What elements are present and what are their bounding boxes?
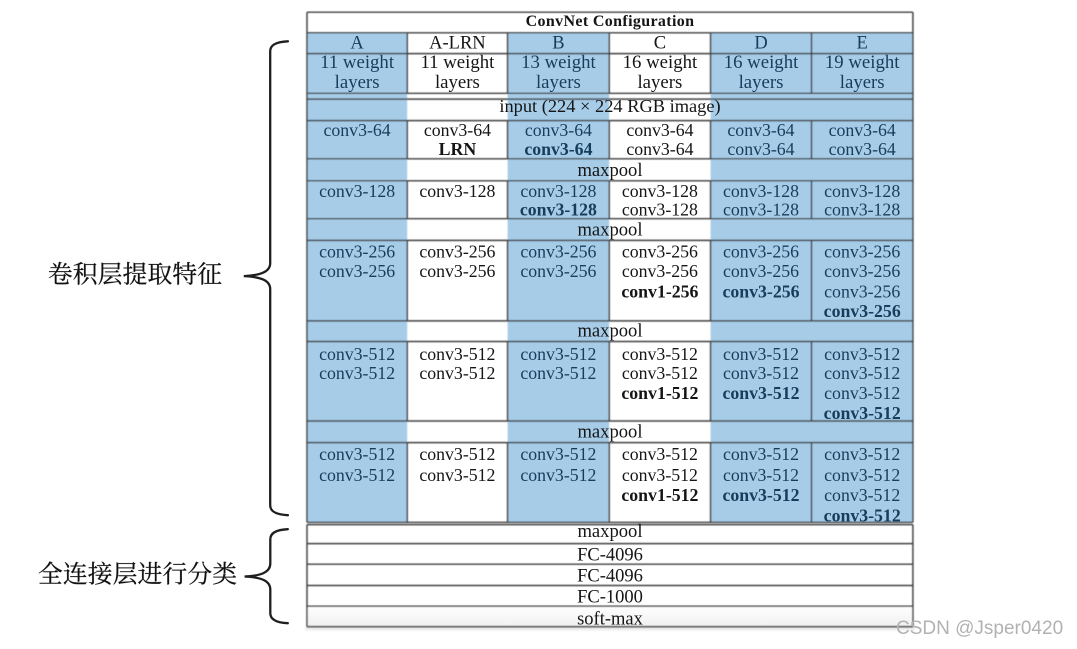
svg-text:maxpool: maxpool (577, 521, 642, 542)
svg-text:conv3-64: conv3-64 (324, 120, 391, 140)
svg-text:conv3-512: conv3-512 (520, 344, 596, 364)
svg-text:conv3-512: conv3-512 (824, 363, 900, 383)
svg-text:conv3-512: conv3-512 (622, 344, 698, 364)
svg-text:conv3-512: conv3-512 (824, 506, 901, 526)
svg-text:conv3-128: conv3-128 (622, 199, 698, 219)
svg-text:conv1-512: conv1-512 (621, 383, 698, 403)
svg-text:conv3-512: conv3-512 (319, 444, 395, 464)
svg-text:maxpool: maxpool (577, 160, 642, 181)
svg-text:conv3-64: conv3-64 (524, 139, 592, 159)
svg-text:conv3-256: conv3-256 (824, 242, 900, 262)
svg-text:maxpool: maxpool (577, 421, 642, 442)
svg-text:maxpool: maxpool (577, 220, 642, 241)
svg-text:16 weight: 16 weight (724, 52, 799, 73)
svg-text:conv3-256: conv3-256 (824, 282, 900, 302)
svg-text:conv3-256: conv3-256 (722, 282, 799, 302)
svg-text:conv3-512: conv3-512 (723, 444, 799, 464)
svg-text:conv3-512: conv3-512 (520, 444, 596, 464)
svg-text:conv3-512: conv3-512 (722, 383, 799, 403)
svg-text:LRN: LRN (439, 139, 477, 159)
svg-text:E: E (857, 34, 868, 54)
svg-text:conv3-64: conv3-64 (829, 139, 896, 159)
svg-text:conv3-128: conv3-128 (622, 181, 698, 201)
svg-text:conv3-256: conv3-256 (319, 242, 395, 262)
svg-text:conv3-64: conv3-64 (424, 120, 491, 140)
svg-text:A-LRN: A-LRN (429, 34, 486, 54)
svg-text:layers: layers (840, 72, 885, 93)
svg-text:conv3-512: conv3-512 (520, 363, 596, 383)
svg-text:conv3-512: conv3-512 (419, 465, 495, 485)
svg-text:conv3-64: conv3-64 (626, 120, 693, 140)
svg-text:conv3-256: conv3-256 (723, 261, 799, 281)
svg-text:conv3-64: conv3-64 (829, 120, 896, 140)
svg-text:conv3-128: conv3-128 (520, 181, 596, 201)
svg-text:conv3-256: conv3-256 (622, 261, 698, 281)
svg-text:layers: layers (739, 72, 784, 93)
svg-text:conv3-512: conv3-512 (520, 465, 596, 485)
svg-text:layers: layers (435, 72, 480, 93)
svg-text:conv3-512: conv3-512 (622, 444, 698, 464)
svg-text:B: B (552, 34, 564, 54)
svg-text:conv3-512: conv3-512 (419, 344, 495, 364)
svg-text:conv3-128: conv3-128 (520, 199, 597, 219)
svg-text:conv3-512: conv3-512 (824, 403, 901, 423)
svg-text:conv3-256: conv3-256 (520, 242, 596, 262)
svg-text:layers: layers (637, 72, 682, 93)
svg-text:conv3-64: conv3-64 (727, 120, 794, 140)
svg-text:conv3-256: conv3-256 (419, 261, 495, 281)
svg-text:soft-max: soft-max (577, 609, 644, 629)
svg-text:conv3-64: conv3-64 (727, 139, 794, 159)
svg-text:CSDN @Jsper0420: CSDN @Jsper0420 (896, 618, 1063, 639)
svg-text:conv3-128: conv3-128 (723, 181, 799, 201)
svg-text:conv3-64: conv3-64 (525, 120, 592, 140)
svg-text:D: D (754, 34, 767, 54)
svg-text:conv3-512: conv3-512 (824, 383, 900, 403)
svg-text:conv3-128: conv3-128 (824, 199, 900, 219)
svg-text:conv3-512: conv3-512 (824, 485, 900, 505)
svg-text:conv3-128: conv3-128 (319, 181, 395, 201)
svg-text:conv3-512: conv3-512 (622, 363, 698, 383)
svg-text:input (224 × 224 RGB image): input (224 × 224 RGB image) (499, 96, 720, 117)
svg-text:conv3-512: conv3-512 (824, 344, 900, 364)
svg-text:conv3-512: conv3-512 (319, 363, 395, 383)
svg-text:conv3-128: conv3-128 (824, 181, 900, 201)
svg-text:conv3-512: conv3-512 (824, 465, 900, 485)
svg-text:FC-4096: FC-4096 (577, 567, 643, 587)
svg-text:conv3-256: conv3-256 (520, 261, 596, 281)
svg-text:conv3-512: conv3-512 (723, 465, 799, 485)
svg-text:conv3-128: conv3-128 (723, 199, 799, 219)
svg-text:conv3-256: conv3-256 (622, 242, 698, 262)
svg-text:conv3-256: conv3-256 (824, 301, 901, 321)
svg-text:C: C (654, 34, 666, 54)
svg-text:maxpool: maxpool (577, 321, 642, 342)
svg-text:conv3-512: conv3-512 (824, 444, 900, 464)
svg-text:conv3-512: conv3-512 (319, 344, 395, 364)
svg-text:11 weight: 11 weight (420, 52, 495, 73)
svg-text:conv3-512: conv3-512 (419, 444, 495, 464)
svg-text:conv3-512: conv3-512 (723, 363, 799, 383)
svg-text:conv3-512: conv3-512 (723, 344, 799, 364)
svg-text:conv3-512: conv3-512 (319, 465, 395, 485)
svg-text:19 weight: 19 weight (825, 52, 900, 73)
svg-text:13 weight: 13 weight (521, 52, 596, 73)
svg-text:layers: layers (536, 72, 581, 93)
svg-text:conv3-512: conv3-512 (722, 485, 799, 505)
svg-text:conv3-256: conv3-256 (319, 261, 395, 281)
svg-text:FC-4096: FC-4096 (577, 546, 643, 566)
svg-text:11 weight: 11 weight (320, 52, 395, 73)
svg-text:conv3-128: conv3-128 (419, 181, 495, 201)
svg-text:16 weight: 16 weight (623, 52, 698, 73)
svg-text:ConvNet Configuration: ConvNet Configuration (526, 13, 695, 30)
svg-text:conv3-512: conv3-512 (622, 465, 698, 485)
svg-text:conv3-256: conv3-256 (419, 242, 495, 262)
svg-text:conv1-256: conv1-256 (621, 282, 698, 302)
svg-text:FC-1000: FC-1000 (577, 588, 643, 608)
svg-text:conv1-512: conv1-512 (621, 485, 698, 505)
svg-text:layers: layers (335, 72, 380, 93)
svg-text:A: A (350, 34, 364, 54)
svg-text:conv3-256: conv3-256 (824, 261, 900, 281)
svg-text:conv3-64: conv3-64 (626, 139, 693, 159)
svg-text:conv3-512: conv3-512 (419, 363, 495, 383)
svg-text:conv3-256: conv3-256 (723, 242, 799, 262)
